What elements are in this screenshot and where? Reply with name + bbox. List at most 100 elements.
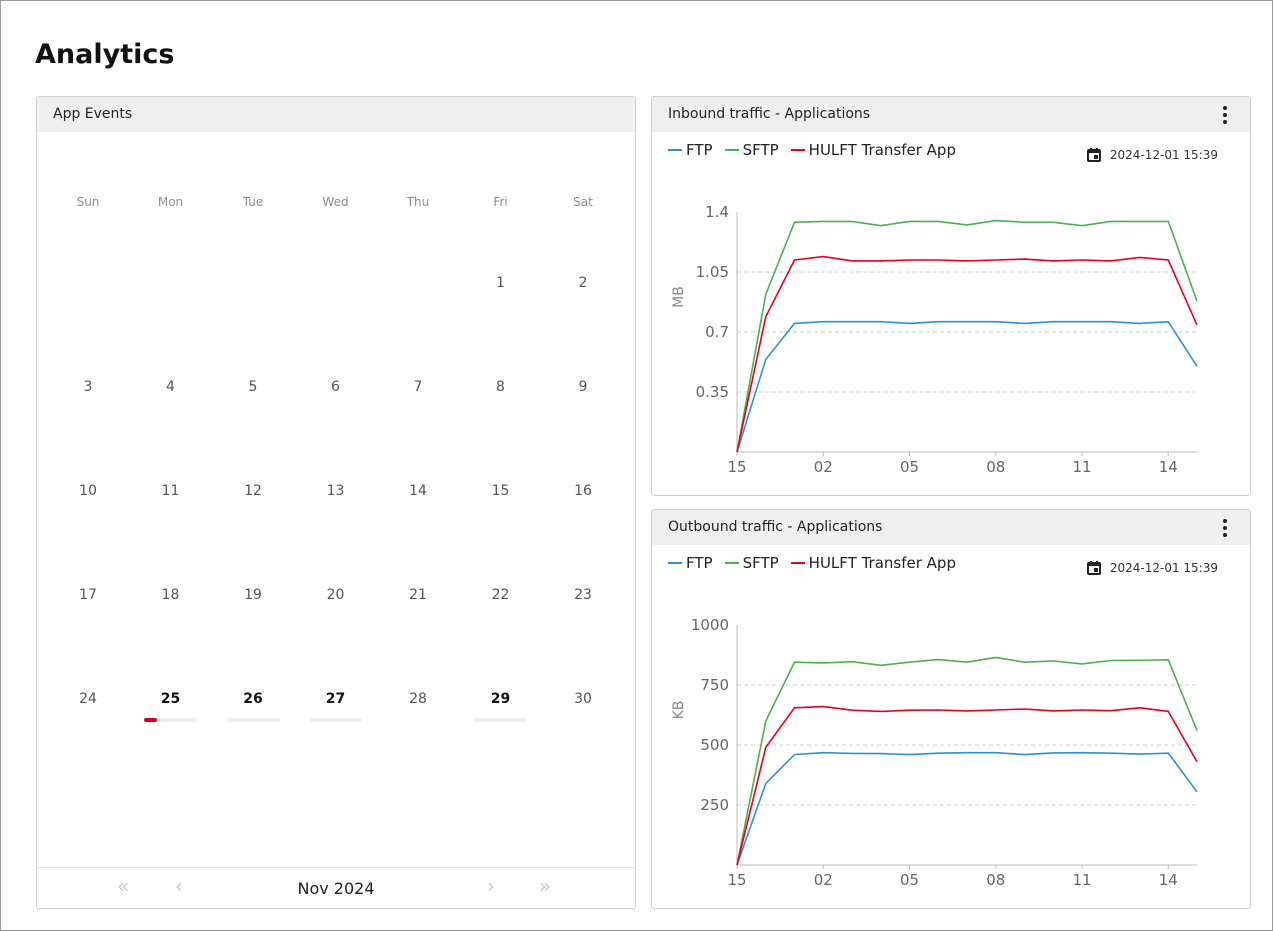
y-axis-title: MB	[671, 286, 687, 308]
weekday-label: Sat	[573, 195, 593, 209]
inbound-line-chart: 1.4 1.05 0.7 0.35 15 02 05 08 11 14 MB	[671, 203, 1198, 476]
calendar-day[interactable]: 10	[79, 483, 97, 499]
legend-item[interactable]: HULFT Transfer App	[790, 141, 956, 159]
calendar-day[interactable]: 22	[491, 587, 510, 603]
inbound-timestamp: 2024-12-01 15:39	[1086, 147, 1218, 163]
x-tick-label: 15	[727, 871, 746, 889]
legend-item[interactable]: SFTP	[724, 554, 779, 572]
legend-label: SFTP	[742, 554, 779, 572]
y-tick-label: 1000	[691, 616, 729, 634]
legend-label: FTP	[686, 141, 713, 159]
calendar-day[interactable]: 20	[326, 587, 345, 603]
event-indicator-fill	[144, 718, 158, 722]
calendar-day[interactable]: 12	[244, 483, 262, 499]
calendar-icon	[1086, 148, 1101, 162]
y-tick-label: 0.7	[705, 323, 729, 341]
legend-swatch	[724, 149, 739, 151]
calendar-footer: « ‹ Nov 2024 › »	[37, 867, 635, 908]
page-title: Analytics	[35, 39, 175, 70]
calendar-day[interactable]: 3	[83, 379, 93, 395]
x-tick-label: 15	[727, 458, 746, 476]
legend-item[interactable]: FTP	[668, 554, 713, 572]
outbound-traffic-header: Outbound traffic - Applications	[652, 510, 1250, 545]
series-line-hulft-transfer-app[interactable]	[736, 255, 1198, 453]
calendar-day[interactable]: 1	[496, 275, 505, 291]
weekday-label: Tue	[242, 195, 264, 209]
calendar-day[interactable]: 23	[574, 587, 592, 603]
x-tick-label: 11	[1072, 458, 1091, 476]
legend-swatch	[668, 562, 682, 564]
legend-label: HULFT Transfer App	[808, 554, 956, 572]
calendar-grid: Sun Mon Tue Wed Thu Fri Sat 1 2 3 4 5 6 7 8 9 10 11 12 13 14…	[37, 132, 635, 868]
weekday-label: Fri	[493, 195, 508, 209]
calendar-icon	[1086, 561, 1101, 575]
calendar-day[interactable]: 15	[491, 483, 510, 499]
series-line-ftp[interactable]	[736, 320, 1198, 453]
y-tick-label: 1.4	[705, 203, 729, 221]
calendar-day[interactable]: 17	[79, 587, 97, 603]
calendar-day[interactable]: 28	[409, 691, 427, 707]
calendar-day[interactable]: 19	[244, 587, 262, 603]
weekday-label: Mon	[157, 195, 184, 209]
inbound-timestamp-text: 2024-12-01 15:39	[1109, 148, 1218, 162]
legend-item[interactable]: SFTP	[724, 141, 779, 159]
calendar-day[interactable]: 9	[578, 379, 588, 395]
weekday-label: Sun	[76, 195, 100, 209]
kebab-menu-icon[interactable]	[1216, 519, 1234, 537]
x-tick-label: 02	[814, 871, 833, 889]
event-indicator-bar	[144, 718, 197, 722]
legend-swatch	[668, 149, 682, 151]
series-line-sftp[interactable]	[736, 656, 1198, 866]
y-axis-title: KB	[671, 701, 687, 720]
calendar-day[interactable]: 21	[409, 587, 427, 603]
calendar-day[interactable]: 11	[161, 483, 180, 499]
y-tick-label: 750	[700, 676, 729, 694]
legend-item[interactable]: HULFT Transfer App	[790, 554, 956, 572]
prev-month-button[interactable]: ‹	[175, 874, 183, 898]
calendar-day[interactable]: 30	[574, 691, 592, 707]
first-page-button[interactable]: «	[117, 874, 130, 898]
x-tick-label: 05	[900, 458, 919, 476]
outbound-timestamp: 2024-12-01 15:39	[1086, 560, 1218, 576]
calendar-day[interactable]: 14	[409, 483, 427, 499]
calendar-day[interactable]: 6	[331, 379, 340, 395]
outbound-traffic-title: Outbound traffic - Applications	[668, 519, 883, 535]
calendar-day[interactable]: 25	[160, 691, 181, 707]
legend-item[interactable]: FTP	[668, 141, 713, 159]
legend-label: SFTP	[742, 141, 779, 159]
calendar-day[interactable]: 29	[490, 691, 511, 707]
weekday-label: Thu	[406, 195, 430, 209]
calendar-day[interactable]: 24	[79, 691, 97, 707]
series-line-ftp[interactable]	[736, 751, 1198, 866]
outbound-traffic-panel: Outbound traffic - Applications FTP SFTP H…	[651, 509, 1251, 909]
x-tick-label: 14	[1159, 458, 1178, 476]
inbound-legend: FTP SFTP HULFT Transfer App	[668, 141, 956, 159]
x-tick-label: 02	[814, 458, 833, 476]
calendar-day[interactable]: 7	[413, 379, 423, 395]
calendar-day[interactable]: 4	[166, 379, 175, 395]
calendar-day[interactable]: 5	[248, 379, 258, 395]
inbound-traffic-header: Inbound traffic - Applications	[652, 97, 1250, 132]
next-month-button[interactable]: ›	[487, 874, 495, 898]
calendar-day[interactable]: 18	[161, 587, 180, 603]
y-tick-label: 500	[700, 736, 729, 754]
series-line-hulft-transfer-app[interactable]	[736, 705, 1198, 866]
last-page-button[interactable]: »	[539, 874, 552, 898]
series-line-sftp[interactable]	[736, 219, 1198, 453]
calendar-day[interactable]: 2	[578, 275, 588, 291]
calendar-day[interactable]: 26	[243, 691, 263, 707]
outbound-line-chart: 1000 750 500 250 15 02 05 08 11 14 KB	[671, 616, 1198, 889]
calendar-day[interactable]: 16	[574, 483, 592, 499]
x-tick-label: 11	[1072, 871, 1091, 889]
legend-swatch	[790, 562, 805, 564]
calendar-day[interactable]: 8	[496, 379, 505, 395]
legend-label: FTP	[686, 554, 713, 572]
app-events-header: App Events	[37, 97, 635, 132]
month-label: Nov 2024	[297, 879, 375, 898]
calendar-day[interactable]: 27	[325, 691, 346, 707]
weekday-label: Wed	[322, 195, 349, 209]
kebab-menu-icon[interactable]	[1216, 106, 1234, 124]
app-events-panel: App Events Sun Mon Tue Wed Thu Fri Sat 1 2 3 4 5 6 7 8…	[36, 96, 636, 909]
legend-swatch	[790, 149, 805, 151]
calendar-day[interactable]: 13	[326, 483, 345, 499]
